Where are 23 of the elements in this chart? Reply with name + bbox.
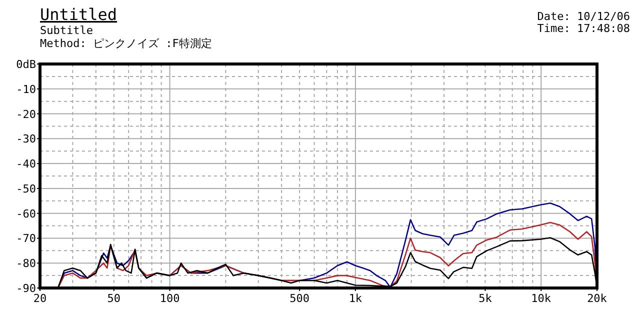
x-tick-label: 100: [160, 292, 180, 305]
chart-subtitle: Subtitle: [40, 24, 93, 37]
y-tick-label: -40: [16, 158, 36, 171]
text: Date: 10/12/06: [537, 10, 630, 23]
text: Method: ピンクノイズ :F特測定: [40, 37, 212, 50]
y-tick-label: 0dB: [16, 58, 36, 71]
y-tick-label: -10: [16, 82, 36, 96]
x-tick-label: 20k: [587, 292, 608, 305]
x-tick-label: 20: [33, 292, 47, 305]
x-tick-label: 1k: [348, 292, 362, 305]
x-tick-label: 50: [107, 292, 121, 305]
y-tick-label: -60: [16, 207, 36, 220]
y-tick-label: -70: [16, 232, 36, 246]
y-tick-label: -80: [16, 257, 36, 270]
y-tick-label: -90: [16, 282, 36, 295]
x-tick-label: 5k: [478, 292, 492, 305]
chart-title: Untitled: [40, 5, 118, 24]
text: Time: 17:48:08: [537, 22, 630, 35]
y-tick-label: -20: [16, 108, 36, 121]
y-tick-label: -30: [16, 132, 36, 146]
y-tick-label: -50: [16, 182, 36, 196]
x-tick-label: 10k: [531, 292, 552, 305]
x-tick-label: 500: [290, 292, 310, 305]
